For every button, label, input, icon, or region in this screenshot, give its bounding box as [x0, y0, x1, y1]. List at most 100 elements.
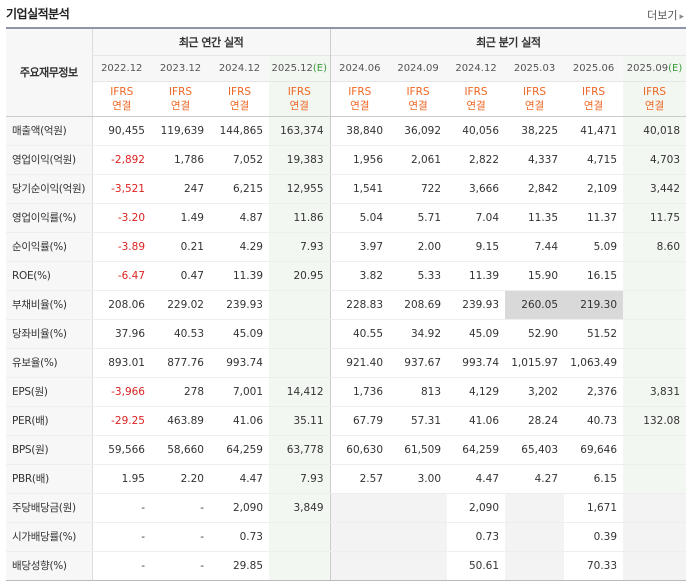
- value-cell: [623, 522, 687, 552]
- value-cell: 35.11: [269, 406, 331, 436]
- value-cell: 1.95: [92, 464, 151, 494]
- period-header: 2024.06: [329, 54, 390, 81]
- value-cell: [329, 551, 390, 581]
- value-cell: 163,374: [269, 116, 331, 146]
- period-header: 2023.12: [151, 54, 210, 81]
- more-link[interactable]: 더보기 ▸: [647, 7, 684, 23]
- value-cell: 4.27: [505, 464, 565, 494]
- value-cell: 0.73: [447, 522, 506, 552]
- value-cell: 11.75: [623, 202, 687, 233]
- value-cell: 1,541: [329, 174, 390, 204]
- accounting-standard: IFRS 연결: [269, 80, 331, 117]
- value-cell: [269, 319, 331, 349]
- value-cell: 59,566: [92, 435, 151, 465]
- value-cell: 2,090: [447, 492, 506, 523]
- chevron-right-icon: ▸: [679, 12, 684, 22]
- period-label: 2023.12: [159, 62, 202, 74]
- standard-label: IFRS: [287, 85, 311, 98]
- value-cell: 7,001: [210, 376, 269, 407]
- period-label: 2025.09: [626, 62, 669, 74]
- value-cell: -3,521: [92, 174, 151, 204]
- value-cell: 1,786: [151, 145, 210, 175]
- value-cell: [623, 435, 687, 465]
- value-cell: 877.76: [151, 348, 210, 378]
- value-cell: 260.05: [505, 289, 565, 320]
- row-label: 순이익률(%): [6, 232, 93, 262]
- standard-label: IFRS: [110, 85, 134, 98]
- value-cell: 38,840: [329, 116, 390, 146]
- row-label: 당좌비율(%): [6, 319, 93, 349]
- consolidation-label: 연결: [524, 99, 545, 112]
- value-cell: [269, 522, 331, 552]
- value-cell: 5.71: [389, 202, 448, 233]
- row-label: 영업이익(억원): [6, 145, 93, 175]
- period-label: 2024.12: [218, 62, 261, 74]
- period-header: 2025.12(E): [269, 54, 331, 81]
- value-cell: [389, 551, 448, 581]
- more-link-label: 더보기: [647, 9, 678, 22]
- accounting-standard: IFRS 연결: [447, 80, 506, 117]
- value-cell: 144,865: [210, 116, 269, 146]
- value-cell: 52.90: [505, 319, 565, 349]
- value-cell: [623, 492, 687, 523]
- value-cell: 2,376: [564, 376, 624, 407]
- value-cell: 4,337: [505, 145, 565, 175]
- value-cell: 41,471: [564, 116, 624, 146]
- period-label: 2025.03: [513, 62, 556, 74]
- table-row: 유보율(%) 893.01 877.76 993.74 921.40 937.67 993.…: [6, 348, 687, 378]
- value-cell: 65,403: [505, 435, 565, 465]
- value-cell: 239.93: [210, 289, 269, 320]
- value-cell: -: [92, 522, 151, 552]
- accounting-standard: IFRS 연결: [564, 80, 624, 117]
- value-cell: 8.60: [623, 232, 687, 262]
- value-cell: 45.09: [210, 319, 269, 349]
- row-label: 배당성향(%): [6, 551, 93, 581]
- value-cell: 45.09: [447, 319, 506, 349]
- value-cell: 40.55: [329, 319, 390, 349]
- value-cell: 61,509: [389, 435, 448, 465]
- value-cell: 921.40: [329, 348, 390, 378]
- table-row: ROE(%) -6.47 0.47 11.39 20.95 3.82 5.33 11.39 15…: [6, 261, 687, 291]
- consolidation-label: 연결: [644, 99, 665, 112]
- value-cell: 228.83: [329, 289, 390, 320]
- period-header: 2025.03: [505, 54, 565, 81]
- standard-label: IFRS: [406, 85, 430, 98]
- row-label: ROE(%): [6, 261, 93, 291]
- standard-label: IFRS: [522, 85, 547, 98]
- value-cell: 36,092: [389, 116, 448, 146]
- value-cell: 3,202: [505, 376, 565, 407]
- value-cell: [623, 261, 687, 291]
- value-cell: 29.85: [210, 551, 269, 581]
- period-label: 2022.12: [101, 62, 143, 74]
- row-label: 당기순이익(억원): [6, 174, 93, 204]
- value-cell: 11.39: [447, 261, 506, 291]
- value-cell: 119,639: [151, 116, 210, 146]
- table-row: EPS(원) -3,966 278 7,001 14,412 1,736 813 4,129 3…: [6, 376, 687, 407]
- section-header: 기업실적분석 더보기 ▸: [0, 0, 690, 28]
- value-cell: 4.29: [210, 232, 269, 262]
- value-cell: [329, 522, 390, 552]
- value-cell: 4,703: [623, 145, 687, 175]
- value-cell: 3.97: [329, 232, 390, 262]
- table-row: 영업이익(억원) -2,892 1,786 7,052 19,383 1,956 2,061…: [6, 145, 687, 175]
- value-cell: 63,778: [269, 435, 331, 465]
- value-cell: [505, 522, 565, 552]
- value-cell: 64,259: [210, 435, 269, 465]
- value-cell: [505, 492, 565, 523]
- value-cell: 0.39: [564, 522, 624, 552]
- accounting-standard: IFRS 연결: [92, 80, 151, 117]
- table-row: PBR(배) 1.95 2.20 4.47 7.93 2.57 3.00 4.47 4.27 6.…: [6, 464, 687, 494]
- value-cell: 40.53: [151, 319, 210, 349]
- value-cell: 16.15: [564, 261, 624, 291]
- consolidation-label: 연결: [408, 99, 428, 112]
- value-cell: -3,966: [92, 376, 151, 407]
- accounting-standard: IFRS 연결: [505, 80, 565, 117]
- consolidation-label: 연결: [350, 99, 370, 112]
- value-cell: 4.87: [210, 202, 269, 233]
- period-header: 2024.09: [389, 54, 448, 81]
- period-header: 2024.12: [447, 54, 506, 81]
- value-cell: 38,225: [505, 116, 565, 146]
- value-cell: [269, 348, 331, 378]
- value-cell: 2,090: [210, 492, 269, 523]
- value-cell: 37.96: [92, 319, 151, 349]
